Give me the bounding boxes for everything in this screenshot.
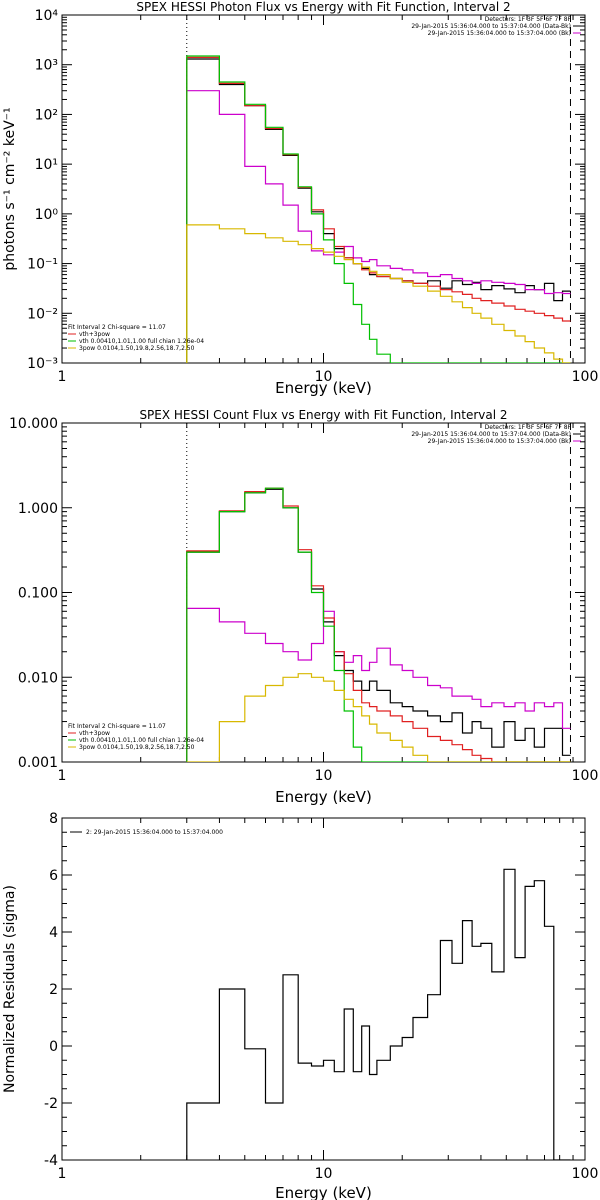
legend-text: vth+3pow: [79, 730, 110, 737]
x-axis-label: Energy (keV): [275, 1184, 372, 1200]
series-3pow: [186, 224, 571, 363]
y-tick-label: 10.000: [9, 416, 58, 432]
legend-text: Detectors: 1F 3F 5F 6F 7F 8F: [485, 16, 572, 23]
y-tick-label: 2: [49, 982, 58, 998]
y-tick-label: 0: [49, 1039, 58, 1055]
y-tick-label: 10²: [35, 107, 58, 123]
y-tick-label: 10³: [35, 58, 58, 74]
x-axis-label: Energy (keV): [275, 379, 372, 397]
series-residuals: [186, 868, 571, 1160]
legend-text: 2: 29-Jan-2015 15:36:04.000 to 15:37:04.…: [86, 829, 223, 836]
chart-panel-1: SPEX HESSI Photon Flux vs Energy with Fi…: [2, 0, 598, 397]
x-tick-label: 100: [572, 768, 599, 784]
y-tick-label: 0.001: [18, 755, 58, 771]
x-tick-label: 100: [572, 369, 599, 385]
legend-text: 29-Jan-2015 15:36:04.000 to 15:37:04.000…: [411, 23, 571, 30]
legend-text: 3pow 0.0104,1.50,19.8,2.56,18.7,2.50: [79, 345, 195, 352]
legend-text: vth+3pow: [79, 331, 110, 338]
series-vth-3pow: [186, 487, 571, 762]
legend-text: 29-Jan-2015 15:36:04.000 to 15:37:04.000…: [411, 431, 571, 438]
series-vth: [186, 487, 571, 762]
x-axis-label: Energy (keV): [275, 788, 372, 806]
legend-text: 29-Jan-2015 15:36:04.000 to 15:37:04.000…: [428, 438, 571, 445]
legend-text: Fit Interval 2 Chi-square = 11.07: [68, 324, 166, 331]
chart-title: SPEX HESSI Photon Flux vs Energy with Fi…: [136, 0, 510, 14]
y-tick-label: 0.100: [18, 586, 58, 602]
y-tick-label: 10⁻³: [27, 356, 58, 372]
legend-text: 29-Jan-2015 15:36:04.000 to 15:37:04.000…: [428, 30, 571, 37]
x-tick-label: 1: [58, 768, 67, 784]
y-tick-label: 1.000: [18, 501, 58, 517]
x-tick-label: 1: [58, 369, 67, 385]
y-tick-label: 0.010: [18, 670, 58, 686]
y-tick-label: 10¹: [35, 157, 58, 173]
y-tick-label: -4: [44, 1153, 58, 1169]
y-tick-label: 10⁴: [35, 8, 59, 24]
y-tick-label: 8: [49, 811, 58, 827]
series-group: [186, 487, 571, 762]
x-tick-label: 1: [58, 1166, 67, 1182]
legend-text: vth 0.00410,1.01,1.00 full chian 1.26e-0…: [79, 338, 204, 345]
x-tick-label: 10: [315, 1166, 333, 1182]
plot-frame: [61, 14, 586, 364]
y-tick-label: 6: [49, 868, 58, 884]
series--bk-: [186, 90, 571, 363]
chart-panel-3: 1 10 100 Energy (keV) -4 -2 0 2 4 6 8 Normalized Re…: [2, 811, 598, 1200]
series-group: [186, 868, 571, 1160]
legend-text: Detectors: 1F 3F 5F 6F 7F 8F: [485, 424, 572, 431]
x-tick-label: 10: [315, 369, 333, 385]
y-tick-label: 10⁻²: [27, 306, 58, 322]
chart-title: SPEX HESSI Count Flux vs Energy with Fit…: [139, 408, 507, 422]
series-3pow: [186, 673, 571, 762]
y-axis-label: photons s⁻¹ cm⁻² keV⁻¹: [2, 107, 18, 270]
chart-panel-2: SPEX HESSI Count Flux vs Energy with Fit…: [9, 408, 598, 806]
series-vth: [186, 55, 571, 363]
legend-text: 3pow 0.0104,1.50,19.8,2.56,18.7,2.50: [79, 744, 195, 751]
series-group: [186, 55, 571, 363]
x-tick-label: 100: [572, 1166, 599, 1182]
legend-text: vth 0.00410,1.01,1.00 full chian 1.26e-0…: [79, 737, 204, 744]
series--bk-: [186, 607, 571, 762]
y-tick-label: 4: [49, 925, 58, 941]
y-tick-label: 10⁰: [35, 207, 59, 223]
x-tick-label: 10: [315, 768, 333, 784]
y-axis-label: Normalized Residuals (sigma): [2, 885, 18, 1093]
y-tick-label: -2: [44, 1096, 58, 1112]
legend-text: Fit Interval 2 Chi-square = 11.07: [68, 723, 166, 730]
y-tick-label: 10⁻¹: [27, 257, 58, 273]
